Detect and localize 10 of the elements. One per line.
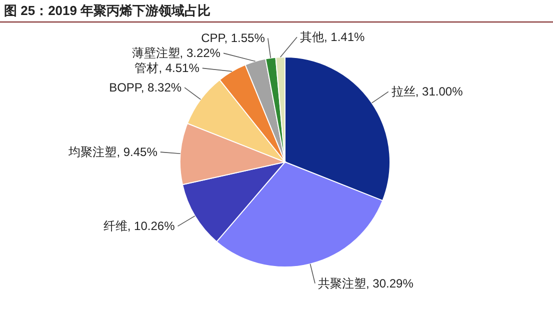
slice-label: 薄壁注塑, 3.22% xyxy=(132,46,221,60)
slice-label: 均聚注塑, 9.45% xyxy=(68,145,158,160)
slice-label: BOPP, 8.32% xyxy=(109,80,182,95)
slice-label: CPP, 1.55% xyxy=(201,31,266,46)
slice-label: 共聚注塑, 30.29% xyxy=(318,276,414,290)
slice-label: 其他, 1.41% xyxy=(300,30,366,44)
slice-label: 拉丝, 31.00% xyxy=(391,84,464,99)
slice-label: 纤维, 10.26% xyxy=(103,219,176,234)
slice-label: 管材, 4.51% xyxy=(134,61,200,76)
chart-title: 图 25：2019 年聚丙烯下游领域占比 xyxy=(4,3,211,18)
